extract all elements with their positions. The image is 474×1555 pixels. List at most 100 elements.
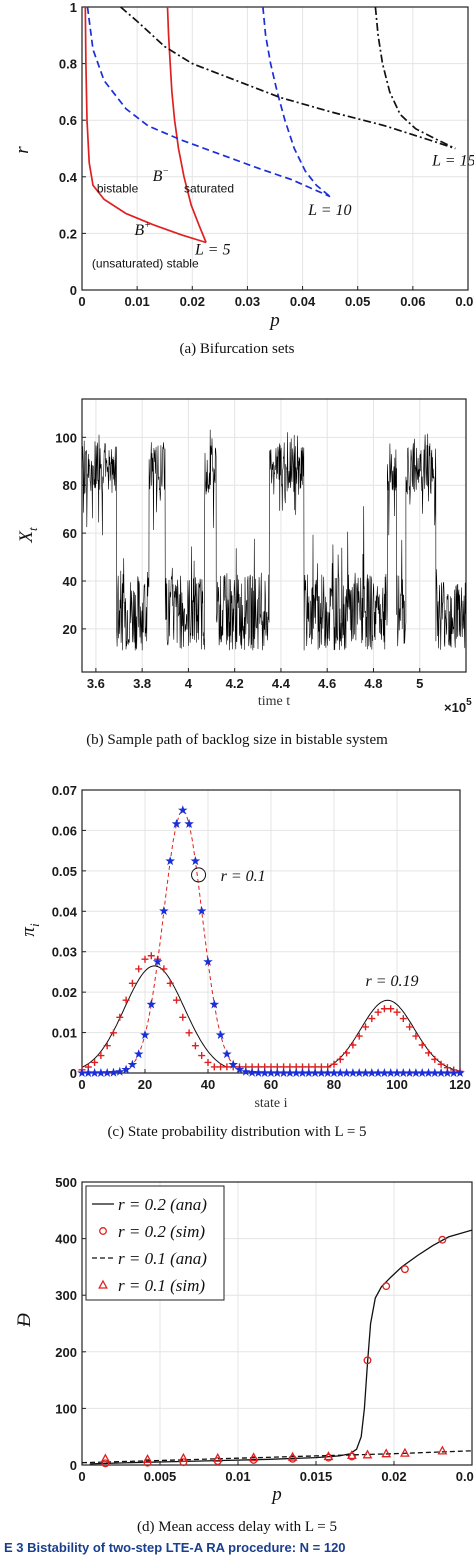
x-tick-label: 0: [78, 294, 85, 309]
star-marker: [354, 1068, 364, 1077]
star-marker: [285, 1068, 295, 1077]
star-marker: [367, 1068, 377, 1077]
x-tick-label: 60: [264, 1077, 278, 1092]
legend-label: r = 0.2 (ana): [118, 1195, 207, 1214]
annotation: saturated: [184, 181, 234, 195]
star-marker: [215, 1030, 226, 1040]
x-tick-label: 0.02: [381, 1469, 406, 1484]
y-tick-label: 0.07: [52, 783, 77, 798]
panel-caption: (a) Bifurcation sets: [180, 341, 295, 357]
y-tick-label: 0.6: [59, 113, 77, 128]
y-axis-label: Xt: [16, 527, 40, 544]
star-marker: [310, 1068, 320, 1077]
plus-marker: [349, 1041, 357, 1049]
x-axis-label: p: [268, 310, 280, 331]
panel-caption: (d) Mean access delay with L = 5: [137, 1519, 337, 1535]
star-marker: [455, 1068, 465, 1077]
y-axis-label: πi: [18, 923, 42, 937]
x-tick-label: 20: [138, 1077, 152, 1092]
plot-frame: [81, 398, 467, 673]
plus-marker: [374, 1008, 382, 1016]
plot-frame: [81, 1181, 473, 1466]
x-axis-label: p: [270, 1484, 282, 1505]
plus-marker: [179, 1013, 187, 1021]
star-marker: [297, 1068, 308, 1077]
star-marker: [341, 1068, 352, 1077]
y-tick-label: 40: [63, 574, 77, 589]
x-tick-label: 0.01: [225, 1469, 250, 1484]
plus-marker: [336, 1055, 344, 1063]
legend-label: r = 0.1 (ana): [118, 1249, 207, 1268]
x-tick-label: 0.02: [180, 294, 205, 309]
star-marker: [159, 906, 169, 915]
legend-label: r = 0.2 (sim): [118, 1222, 205, 1241]
x-tick-label: 0: [78, 1077, 85, 1092]
star-marker: [234, 1064, 245, 1074]
highlight-circle: [191, 867, 207, 883]
star-marker: [89, 1068, 100, 1077]
star-marker: [430, 1068, 440, 1077]
star-marker: [448, 1068, 459, 1077]
star-marker: [228, 1059, 238, 1069]
y-tick-label: 60: [63, 526, 77, 541]
y-tick-label: 0.04: [52, 904, 78, 919]
circle-marker: [363, 1356, 372, 1365]
annotation: r = 0.1: [221, 868, 266, 885]
x-tick-label: 4.6: [318, 676, 336, 691]
x-tick-label: 4.8: [364, 676, 382, 691]
star-marker: [96, 1068, 106, 1077]
circle-marker: [438, 1235, 447, 1244]
y-tick-label: 1: [70, 0, 77, 15]
triangle-marker: [142, 1453, 153, 1463]
y-tick-label: 200: [55, 1345, 77, 1360]
plus-marker: [399, 1015, 407, 1023]
star-marker: [291, 1068, 301, 1077]
x-tick-label: 40: [201, 1077, 215, 1092]
y-tick-label: 0.2: [59, 226, 77, 241]
annotation: B−: [153, 166, 170, 185]
plus-marker: [204, 1058, 212, 1066]
star-marker: [278, 1068, 289, 1077]
legend-box: [85, 1185, 225, 1301]
plus-marker: [141, 955, 149, 963]
star-marker: [140, 1030, 150, 1040]
annotation: r = 0.19: [366, 973, 419, 990]
plus-marker: [217, 1063, 225, 1071]
star-marker: [398, 1068, 409, 1077]
circle-marker: [101, 1459, 110, 1468]
star-marker: [304, 1068, 314, 1077]
star-marker: [373, 1068, 383, 1077]
star-marker: [184, 819, 194, 828]
star-marker: [379, 1068, 390, 1077]
y-tick-label: 500: [55, 1175, 77, 1190]
panel-b: 3.6 3.8 4 4.2 4.4 4.6 4.8 5 20 40 60 80 100 (b) Sampl…: [16, 398, 472, 748]
star-marker: [259, 1068, 270, 1077]
star-marker: [146, 999, 157, 1009]
plus-marker: [91, 1058, 99, 1066]
plus-marker: [223, 1063, 231, 1071]
star-marker: [209, 999, 220, 1009]
curve-L10: [262, 7, 331, 198]
star-marker: [316, 1068, 327, 1077]
plus-marker: [116, 1013, 124, 1021]
y-tick-label: 100: [55, 430, 77, 445]
plus-marker: [437, 1060, 445, 1068]
star-marker: [83, 1068, 94, 1077]
x-tick-label: 4.2: [226, 676, 244, 691]
plus-marker: [343, 1049, 351, 1057]
plus-marker: [362, 1023, 369, 1031]
x-tick-label: 120: [449, 1077, 471, 1092]
annotation: (unsaturated) stable: [92, 256, 199, 270]
star-marker: [165, 856, 175, 866]
star-marker: [411, 1068, 421, 1077]
plus-marker: [166, 979, 174, 987]
annotation: L = 5: [194, 242, 230, 259]
plus-marker: [160, 965, 168, 973]
triangle-marker: [248, 1452, 259, 1462]
plus-marker: [185, 1029, 193, 1037]
x-tick-label: 0: [78, 1469, 85, 1484]
x-tick-label: 0.07: [455, 294, 474, 309]
x-axis-label: state i: [254, 1096, 287, 1111]
y-tick-label: 0: [70, 1066, 77, 1081]
